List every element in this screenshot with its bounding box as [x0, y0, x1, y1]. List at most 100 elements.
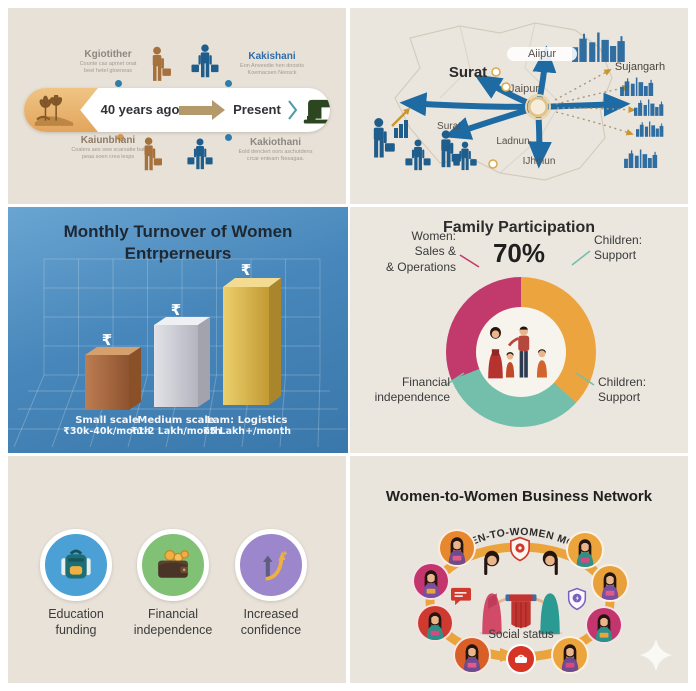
bar-value: ₹5 Lakh+/month [203, 426, 291, 437]
segment-label-women: Women: Sales & & Operations [385, 229, 456, 274]
bar-large-scale [223, 278, 281, 405]
network-panel: Women-to-Women Business Network WOMEN-TO… [350, 456, 688, 683]
benefit-label-education: Education funding [48, 607, 104, 638]
bar-label-small: Small scale ₹30k-40k/month [49, 415, 165, 437]
timeline-milestone: Kakiothani Eold denclert oors aschutdens… [213, 136, 338, 164]
timeline-milestone: Kaiunbhani Coalers aes sew scarsatie bat… [33, 134, 183, 162]
segment-label-children-top: Children: Support [594, 233, 643, 263]
milestone-title: Kakishani [248, 51, 296, 62]
woman-icon [595, 570, 625, 600]
growth-chart-icon [391, 108, 410, 138]
network-member-avatar [453, 636, 491, 674]
sparkle-icon [639, 638, 673, 672]
rupee-icon: ₹ [170, 301, 182, 319]
network-title: Women-to-Women Business Network [385, 488, 653, 505]
bar-value: ₹1-2 Lakh/month [130, 426, 222, 437]
donut-center [476, 307, 566, 397]
bar-label-medium: Medium scale ₹1-2 Lakh/month [118, 415, 234, 437]
bar-medium-scale [154, 317, 210, 407]
segment-label-financial: Financial independence [374, 375, 450, 405]
bar-category: Medium scale [137, 415, 215, 426]
milestone-title: Kaiunbhani [80, 135, 136, 146]
hub-glow [525, 94, 551, 120]
chart-title-line2: Entrperneurs [124, 243, 232, 263]
chat-bubble-icon [450, 587, 472, 606]
arrow-head-icon [212, 100, 225, 120]
migrant-person-icon [138, 136, 163, 172]
network-member-avatar [585, 606, 623, 644]
woman-icon [589, 612, 619, 642]
donut-callout-lines [445, 250, 595, 386]
milestone-sub: beel hetel gtoeneas [83, 68, 132, 75]
red-badge-icon [506, 644, 536, 674]
donut-percentage: 70% [492, 238, 546, 268]
woman-icon [570, 537, 600, 567]
bar-label-large: Lam: Logistics ₹5 Lakh+/month [189, 415, 305, 437]
timeline-dot [117, 134, 124, 141]
chart-title: Monthly Turnover of Women Entrperneurs [8, 221, 348, 265]
chart-title-line1: Monthly Turnover of Women [63, 222, 293, 241]
rupee-icon: ₹ [240, 261, 252, 279]
milestone-sub: Coalers aes sew scarsatie bat [71, 147, 145, 153]
city-label-aiipur: Aiipur [507, 47, 577, 61]
rising-arrows-icon [254, 548, 288, 582]
family-donut [446, 277, 596, 427]
family-participation-panel: Family Participation 70% Women: Sales & … [350, 207, 688, 453]
network-member-avatar [412, 562, 450, 600]
milestone-sub: peaa soen crea lesps [81, 154, 135, 161]
network-member-avatar [416, 604, 454, 642]
timeline-milestone: Kakishani Eon Anveedie hen dnostts Koema… [212, 50, 332, 78]
bar-chart-graphic [8, 258, 346, 448]
timeline-milestone: Kgiotither Counte cas apmet onat beel he… [38, 48, 178, 76]
chevron-right-icon [288, 100, 298, 120]
timeline-dot [225, 80, 232, 87]
badge-glyph-icon [515, 654, 527, 663]
milestone-sub: crcar enteam Nesagaa. [246, 156, 305, 163]
bar-category: Lam: Logistics [206, 415, 288, 426]
timeline-dot [115, 80, 122, 87]
rupee-icon: ₹ [101, 331, 113, 349]
traveler-person-icon [186, 134, 214, 174]
red-shield-icon [509, 536, 531, 562]
timeline-panel: Kgiotither Counte cas apmet onat beel he… [8, 8, 346, 204]
woman-icon [420, 610, 450, 640]
city-label-sujangarh: Sujangarh [614, 61, 666, 73]
benefit-label-financial: Financial independence [133, 607, 213, 638]
network-member-avatar [591, 564, 629, 602]
bar-value: ₹30k-40k/month [63, 426, 151, 437]
sewing-machine-icon [302, 95, 330, 125]
benefit-circle-confidence [235, 529, 307, 601]
woman-icon [457, 642, 487, 672]
city-label-ijhmun: IJhmun [522, 156, 556, 167]
timeline-bar: 40 years ago Present Day [24, 88, 330, 132]
milestone-title: Kakiothani [249, 137, 302, 148]
women-exchange-illustration [477, 549, 565, 636]
milestone-sub: Koemacsen Neosck [247, 70, 297, 77]
bar-category: Small scale [75, 415, 139, 426]
city-label-jaipur: Jaipur [509, 83, 539, 95]
woman-icon [416, 568, 446, 598]
woman-icon [555, 642, 585, 672]
bar-small-scale [85, 347, 141, 410]
migration-map-panel: Aiipur Surat Jaipur Surat Ladnun IJhmun … [350, 8, 688, 204]
woman-icon [442, 535, 472, 565]
timeline-end-label: Present Day [233, 102, 281, 117]
network-member-avatar [551, 636, 589, 674]
backpack-icon [58, 547, 94, 583]
purple-shield-icon [567, 587, 587, 611]
milestone-sub: Eold denclert oors aschutdens [238, 149, 313, 155]
wheat-icon [32, 95, 76, 127]
network-member-avatar [566, 531, 604, 569]
hub-marker [527, 96, 549, 118]
benefit-circle-financial [137, 529, 209, 601]
milestone-sub: Eon Anveedie hen dnostts [240, 63, 304, 69]
arrow-icon [179, 106, 212, 115]
city-skylines [572, 32, 664, 168]
city-label-surat-2: Surat [437, 121, 461, 132]
city-ring-markers [488, 67, 511, 169]
benefits-panel: Education funding Financial independence… [8, 456, 346, 683]
benefit-circle-education [40, 529, 112, 601]
social-status-caption: Social status [488, 629, 554, 641]
segment-label-children-bottom: Children: Support [598, 375, 647, 405]
